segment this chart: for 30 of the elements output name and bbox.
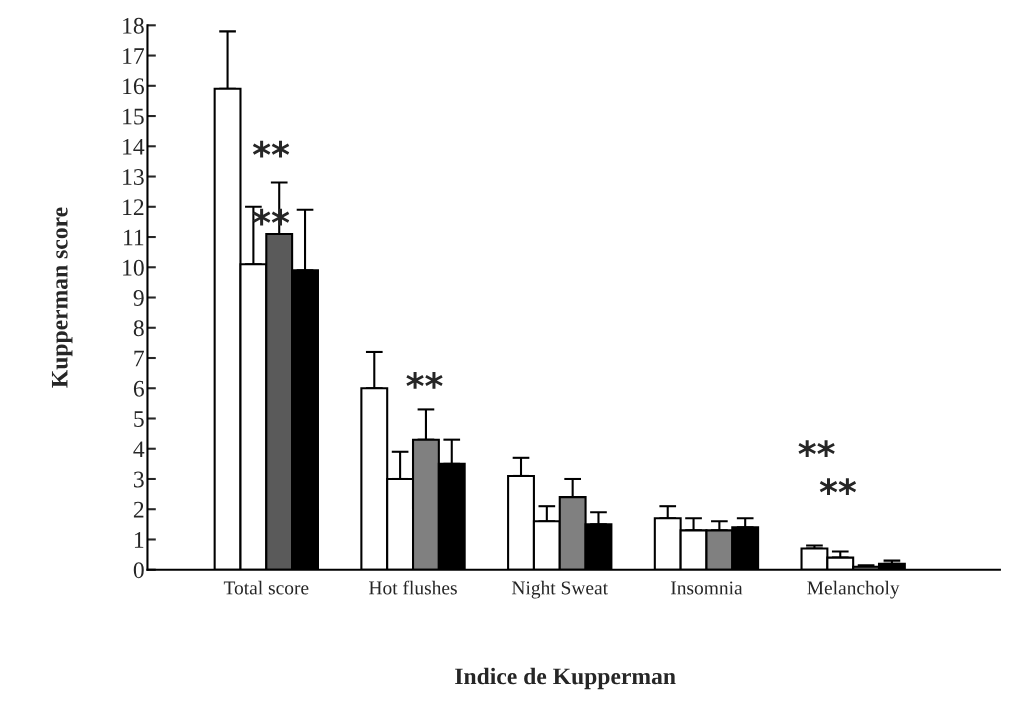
y-tick-label: 6 [133, 380, 144, 397]
y-tick-label: 4 [133, 441, 145, 457]
y-tick-label: 1 [134, 532, 144, 548]
y-tick-label: 3 [134, 471, 144, 488]
x-tick-label: Melancholy [807, 580, 900, 599]
y-tick-label: 2 [133, 501, 144, 518]
annotation: ** [819, 478, 857, 496]
y-tick-label: 16 [123, 78, 144, 95]
y-tick-label: 13 [123, 169, 144, 185]
x-tick-label: Night Sweat [511, 580, 608, 599]
annotation: ** [798, 440, 835, 457]
y-tick-label: 15 [123, 108, 144, 125]
x-tick-label: Insomnia [670, 581, 743, 595]
y-tick-label: 10 [123, 259, 144, 276]
y-axis-title: Kupperman score [51, 207, 73, 388]
x-axis-title: Indice de Kupperman [455, 667, 676, 690]
y-tick-label: 14 [123, 138, 145, 155]
annotation: ** [252, 140, 290, 158]
y-tick-label: 8 [133, 320, 144, 337]
y-tick-label: 17 [123, 48, 144, 64]
y-tick-label: 18 [123, 17, 144, 34]
y-tick-label: 7 [134, 350, 144, 367]
y-tick-label: 11 [124, 229, 144, 246]
y-tick-label: 12 [123, 199, 144, 215]
y-tick-label: 9 [133, 290, 144, 306]
x-tick-label: Hot flushes [369, 580, 457, 595]
y-tick-label: 0 [133, 562, 144, 579]
annotation: ** [406, 372, 443, 389]
y-tick-label: 5 [134, 411, 144, 427]
x-tick-label: Total score [223, 580, 309, 595]
